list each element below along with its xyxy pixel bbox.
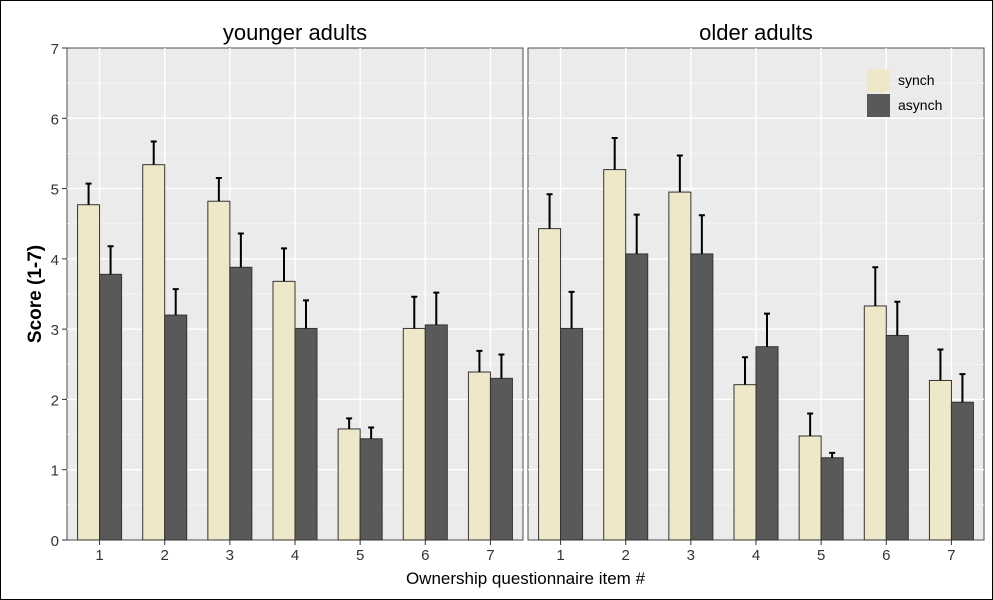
x-tick-label: 1	[95, 547, 103, 564]
error-bar-synch-item-7	[476, 349, 483, 373]
x-tick-label: 5	[356, 547, 364, 564]
bar-synch-item-6	[863, 305, 887, 541]
bar-synch-item-2	[142, 164, 166, 541]
bar-asynch-item-2	[164, 314, 188, 541]
error-bar-asynch-item-2	[633, 213, 640, 254]
x-tick-label: 4	[752, 547, 760, 564]
error-bar-asynch-item-7	[959, 373, 966, 403]
error-bar-synch-item-3	[215, 177, 222, 202]
error-bar-synch-item-2	[150, 140, 157, 165]
legend-swatch-synch	[867, 69, 890, 92]
error-bar-asynch-item-1	[568, 290, 575, 329]
x-tick-label: 7	[947, 547, 955, 564]
bar-synch-item-1	[538, 228, 562, 541]
y-tick-label: 3	[51, 322, 59, 339]
y-tick-label: 2	[51, 392, 59, 409]
x-tick-label: 3	[687, 547, 695, 564]
x-tick-label: 4	[291, 547, 299, 564]
bar-asynch-item-4	[294, 327, 318, 541]
bar-asynch-item-4	[755, 346, 779, 541]
bar-synch-item-3	[668, 191, 692, 541]
bar-synch-item-6	[402, 327, 426, 541]
bar-synch-item-7	[928, 379, 952, 541]
bar-asynch-item-1	[560, 327, 584, 541]
legend-swatch-asynch	[867, 94, 890, 117]
bar-synch-item-3	[207, 200, 231, 541]
bar-asynch-item-2	[625, 253, 649, 541]
bar-asynch-item-6	[424, 324, 448, 541]
y-tick-label: 1	[51, 463, 59, 480]
bar-asynch-item-7	[950, 401, 974, 541]
panel-younger-adults: 1 2 3 4 5 6 7 younger adults	[66, 20, 524, 564]
panel-older-adults: 1 2 3 4 5 6 7 older adults	[527, 20, 985, 564]
bar-asynch-item-6	[885, 334, 909, 541]
error-bar-synch-item-1	[85, 182, 92, 205]
bar-synch-item-5	[337, 428, 361, 541]
error-bar-synch-item-5	[346, 417, 353, 429]
bar-asynch-item-3	[229, 266, 253, 541]
error-bar-asynch-item-3	[237, 232, 244, 268]
error-bar-asynch-item-7	[498, 353, 505, 379]
legend-label-synch: synch	[898, 72, 935, 88]
y-axis-title: Score (1-7)	[25, 245, 46, 343]
error-bar-synch-item-4	[742, 356, 748, 385]
bar-synch-item-7	[467, 371, 491, 541]
error-bar-synch-item-1	[546, 193, 553, 229]
error-bar-synch-item-5	[807, 412, 814, 436]
y-tick-label: 5	[51, 182, 59, 199]
y-axis: 0 1 2 3 4 5 6 7	[51, 41, 67, 550]
error-bar-asynch-item-6	[433, 291, 440, 325]
bar-synch-item-4	[272, 280, 296, 541]
error-bar-asynch-item-2	[172, 288, 179, 316]
x-tick-label: 3	[226, 547, 234, 564]
error-bar-asynch-item-3	[698, 214, 705, 254]
bar-asynch-item-1	[99, 273, 123, 541]
error-bar-asynch-item-5	[829, 451, 836, 458]
x-tick-label: 1	[556, 547, 564, 564]
error-bar-synch-item-6	[872, 266, 879, 306]
x-tick-label: 2	[622, 547, 630, 564]
bar-synch-item-2	[603, 169, 627, 541]
error-bar-synch-item-3	[676, 154, 683, 193]
legend-label-asynch: asynch	[898, 97, 942, 113]
panel-title: older adults	[699, 20, 813, 45]
error-bar-asynch-item-1	[107, 245, 114, 275]
x-tick-label: 2	[161, 547, 169, 564]
error-bar-asynch-item-6	[894, 300, 901, 336]
error-bar-asynch-item-4	[764, 312, 770, 347]
error-bar-synch-item-2	[611, 136, 618, 170]
bar-synch-item-5	[798, 435, 822, 541]
bar-asynch-item-3	[690, 253, 714, 541]
y-tick-label: 4	[51, 252, 59, 269]
error-bar-asynch-item-5	[368, 426, 375, 439]
bar-synch-item-4	[733, 384, 757, 541]
bar-asynch-item-5	[359, 438, 383, 541]
y-tick-label: 6	[51, 111, 59, 128]
panel-title: younger adults	[223, 20, 367, 45]
x-axis-title: Ownership questionnaire item #	[406, 569, 646, 588]
y-tick-label: 0	[51, 533, 59, 550]
x-tick-label: 6	[882, 547, 890, 564]
error-bar-asynch-item-4	[303, 299, 309, 329]
error-bar-synch-item-6	[411, 295, 418, 329]
x-tick-label: 7	[486, 547, 494, 564]
error-bar-synch-item-4	[281, 247, 287, 282]
bar-asynch-item-5	[820, 457, 844, 541]
error-bar-synch-item-7	[937, 348, 944, 381]
bar-asynch-item-7	[489, 377, 513, 541]
legend: synch asynch	[867, 69, 942, 117]
y-tick-label: 7	[51, 41, 59, 58]
x-tick-label: 6	[421, 547, 429, 564]
bar-synch-item-1	[77, 204, 101, 541]
x-tick-label: 5	[817, 547, 825, 564]
